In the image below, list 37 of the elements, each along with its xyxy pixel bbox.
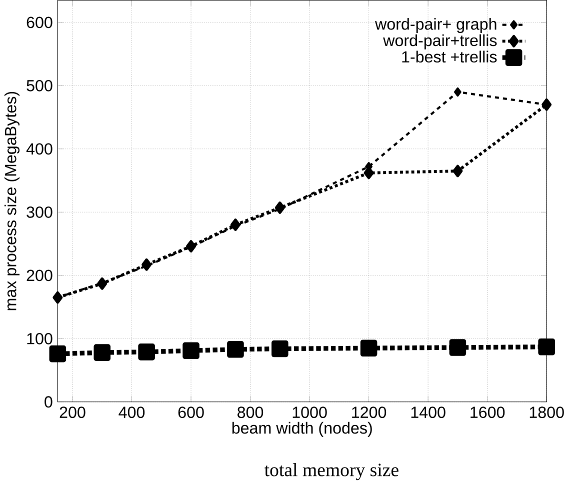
x-tick-label: 1000 — [292, 406, 327, 418]
point — [186, 240, 196, 253]
legend-label: 1-best +trellis — [402, 50, 497, 63]
y-tick-label: 200 — [26, 270, 52, 282]
point — [49, 346, 66, 362]
text: total memory size — [264, 463, 398, 480]
x-axis-title: beam width (nodes) — [232, 422, 372, 438]
point — [272, 340, 288, 358]
point — [182, 342, 200, 360]
point — [230, 218, 240, 232]
y-tick-label: 400 — [26, 143, 52, 155]
x-tick-label: 400 — [118, 406, 145, 418]
point — [274, 202, 285, 214]
y-tick-label: 0 — [44, 396, 52, 408]
legend-label: word-pair+ graph — [374, 18, 496, 34]
point — [452, 165, 463, 178]
y-tick-label: 300 — [26, 206, 52, 218]
point — [360, 340, 378, 357]
y-tick-label: 100 — [27, 333, 52, 345]
point — [454, 88, 462, 97]
point — [449, 339, 466, 356]
x-tick-label: 1400 — [411, 406, 446, 418]
legend-label: word-pair+trellis — [383, 34, 497, 50]
x-tick-label: 1600 — [470, 406, 505, 418]
point — [138, 344, 155, 360]
y-tick-label: 600 — [26, 16, 52, 28]
point — [538, 338, 555, 356]
x-tick-label: 1800 — [530, 406, 564, 418]
y-axis-title: max process size (MegaBytes) — [4, 92, 20, 310]
x-tick-label: 200 — [60, 406, 86, 418]
x-tick-label: 1200 — [352, 406, 386, 418]
point — [142, 258, 152, 272]
x-tick-label: 600 — [178, 406, 204, 418]
x-tick-label: 800 — [238, 406, 264, 418]
point — [227, 341, 244, 358]
point — [94, 344, 111, 362]
y-tick-label: 500 — [26, 80, 52, 92]
